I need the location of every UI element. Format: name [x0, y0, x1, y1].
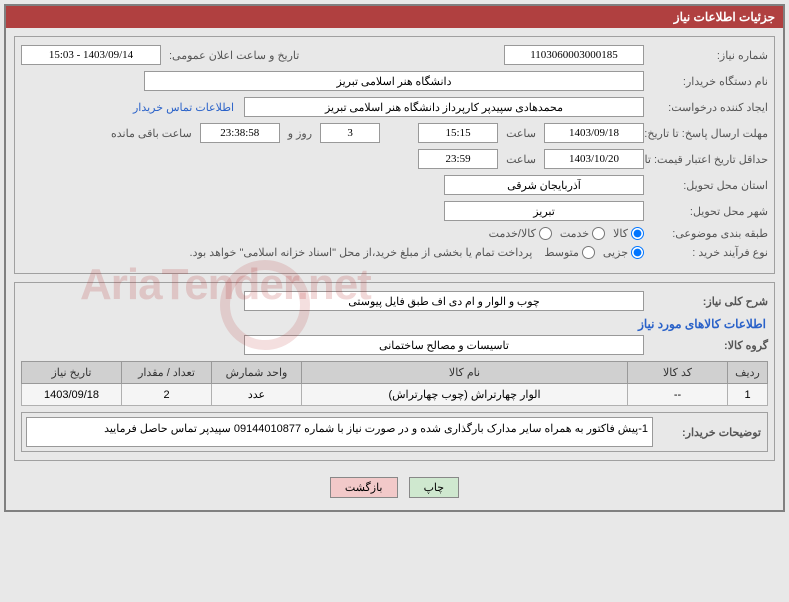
process-label: نوع فرآیند خرید :	[648, 246, 768, 259]
buyer-note-label: توضیحات خریدار:	[657, 413, 767, 451]
row-requester: ایجاد کننده درخواست: اطلاعات تماس خریدار	[21, 97, 768, 117]
category-radio-group: کالا خدمت کالا/خدمت	[489, 227, 644, 240]
province-label: استان محل تحویل:	[648, 179, 768, 192]
city-label: شهر محل تحویل:	[648, 205, 768, 218]
row-buyer-org: نام دستگاه خریدار:	[21, 71, 768, 91]
announce-label: تاریخ و ساعت اعلان عمومی:	[165, 49, 303, 62]
announce-field[interactable]	[21, 45, 161, 65]
payment-note: پرداخت تمام یا بخشی از مبلغ خرید،از محل …	[190, 246, 541, 259]
validity-date-field[interactable]	[544, 149, 644, 169]
description-box: شرح کلی نیاز: اطلاعات کالاهای مورد نیاز …	[14, 282, 775, 461]
group-label: گروه کالا:	[648, 339, 768, 352]
buyer-org-field[interactable]	[144, 71, 644, 91]
cell-unit: عدد	[212, 384, 302, 406]
radio-kala[interactable]: کالا	[613, 227, 644, 240]
items-section-title: اطلاعات کالاهای مورد نیاز	[23, 317, 766, 331]
row-city: شهر محل تحویل:	[21, 201, 768, 221]
time-word-2: ساعت	[502, 153, 540, 166]
row-province: استان محل تحویل:	[21, 175, 768, 195]
th-qty: تعداد / مقدار	[122, 362, 212, 384]
info-box: شماره نیاز: تاریخ و ساعت اعلان عمومی: نا…	[14, 36, 775, 274]
th-name: نام کالا	[302, 362, 628, 384]
buyer-note-text: 1-پیش فاکتور به همراه سایر مدارک بارگذار…	[26, 417, 653, 447]
deadline-time-field[interactable]	[418, 123, 498, 143]
group-field[interactable]	[244, 335, 644, 355]
table-row: 1 -- الوار چهارتراش (چوب چهارتراش) عدد 2…	[22, 384, 768, 406]
cell-date: 1403/09/18	[22, 384, 122, 406]
cell-name: الوار چهارتراش (چوب چهارتراش)	[302, 384, 628, 406]
deadline-date-field[interactable]	[544, 123, 644, 143]
row-need-number: شماره نیاز: تاریخ و ساعت اعلان عمومی:	[21, 45, 768, 65]
row-group: گروه کالا:	[21, 335, 768, 355]
days-remaining-field[interactable]	[320, 123, 380, 143]
print-button[interactable]: چاپ	[409, 477, 460, 498]
items-table: ردیف کد کالا نام کالا واحد شمارش تعداد /…	[21, 361, 768, 406]
radio-khadamat-input[interactable]	[592, 227, 605, 240]
table-header-row: ردیف کد کالا نام کالا واحد شمارش تعداد /…	[22, 362, 768, 384]
radio-both[interactable]: کالا/خدمت	[489, 227, 552, 240]
cell-qty: 2	[122, 384, 212, 406]
radio-small[interactable]: جزیی	[603, 246, 644, 259]
row-deadline: مهلت ارسال پاسخ: تا تاریخ: ساعت روز و سا…	[21, 123, 768, 143]
row-overall-desc: شرح کلی نیاز:	[21, 291, 768, 311]
th-code: کد کالا	[628, 362, 728, 384]
radio-small-input[interactable]	[631, 246, 644, 259]
category-label: طبقه بندی موضوعی:	[648, 227, 768, 240]
overall-desc-label: شرح کلی نیاز:	[648, 295, 768, 308]
back-button[interactable]: بازگشت	[330, 477, 398, 498]
remain-word: ساعت باقی مانده	[107, 127, 196, 140]
buyer-contact-link[interactable]: اطلاعات تماس خریدار	[133, 101, 240, 114]
th-row: ردیف	[728, 362, 768, 384]
validity-time-field[interactable]	[418, 149, 498, 169]
cell-code: --	[628, 384, 728, 406]
th-date: تاریخ نیاز	[22, 362, 122, 384]
radio-medium[interactable]: متوسط	[544, 246, 595, 259]
cell-row: 1	[728, 384, 768, 406]
deadline-label: مهلت ارسال پاسخ: تا تاریخ:	[648, 127, 768, 140]
requester-label: ایجاد کننده درخواست:	[648, 101, 768, 114]
main-panel: جزئیات اطلاعات نیاز شماره نیاز: تاریخ و …	[4, 4, 785, 512]
time-word-1: ساعت	[502, 127, 540, 140]
radio-medium-input[interactable]	[582, 246, 595, 259]
radio-kala-input[interactable]	[631, 227, 644, 240]
overall-desc-field[interactable]	[244, 291, 644, 311]
button-bar: چاپ بازگشت	[14, 469, 775, 502]
city-field[interactable]	[444, 201, 644, 221]
buyer-org-label: نام دستگاه خریدار:	[648, 75, 768, 88]
validity-label: حداقل تاریخ اعتبار قیمت: تا تاریخ:	[648, 153, 768, 166]
requester-field[interactable]	[244, 97, 644, 117]
days-word: روز و	[284, 127, 316, 140]
radio-both-input[interactable]	[539, 227, 552, 240]
need-number-label: شماره نیاز:	[648, 49, 768, 62]
process-radio-group: جزیی متوسط	[544, 246, 644, 259]
province-field[interactable]	[444, 175, 644, 195]
radio-khadamat[interactable]: خدمت	[560, 227, 605, 240]
countdown-field[interactable]	[200, 123, 280, 143]
th-unit: واحد شمارش	[212, 362, 302, 384]
panel-content: شماره نیاز: تاریخ و ساعت اعلان عمومی: نا…	[6, 28, 783, 510]
buyer-note-box: توضیحات خریدار: 1-پیش فاکتور به همراه سا…	[21, 412, 768, 452]
row-validity: حداقل تاریخ اعتبار قیمت: تا تاریخ: ساعت	[21, 149, 768, 169]
row-process: نوع فرآیند خرید : جزیی متوسط پرداخت تمام…	[21, 246, 768, 259]
need-number-field[interactable]	[504, 45, 644, 65]
panel-title: جزئیات اطلاعات نیاز	[6, 6, 783, 28]
row-category: طبقه بندی موضوعی: کالا خدمت کالا/خدمت	[21, 227, 768, 240]
